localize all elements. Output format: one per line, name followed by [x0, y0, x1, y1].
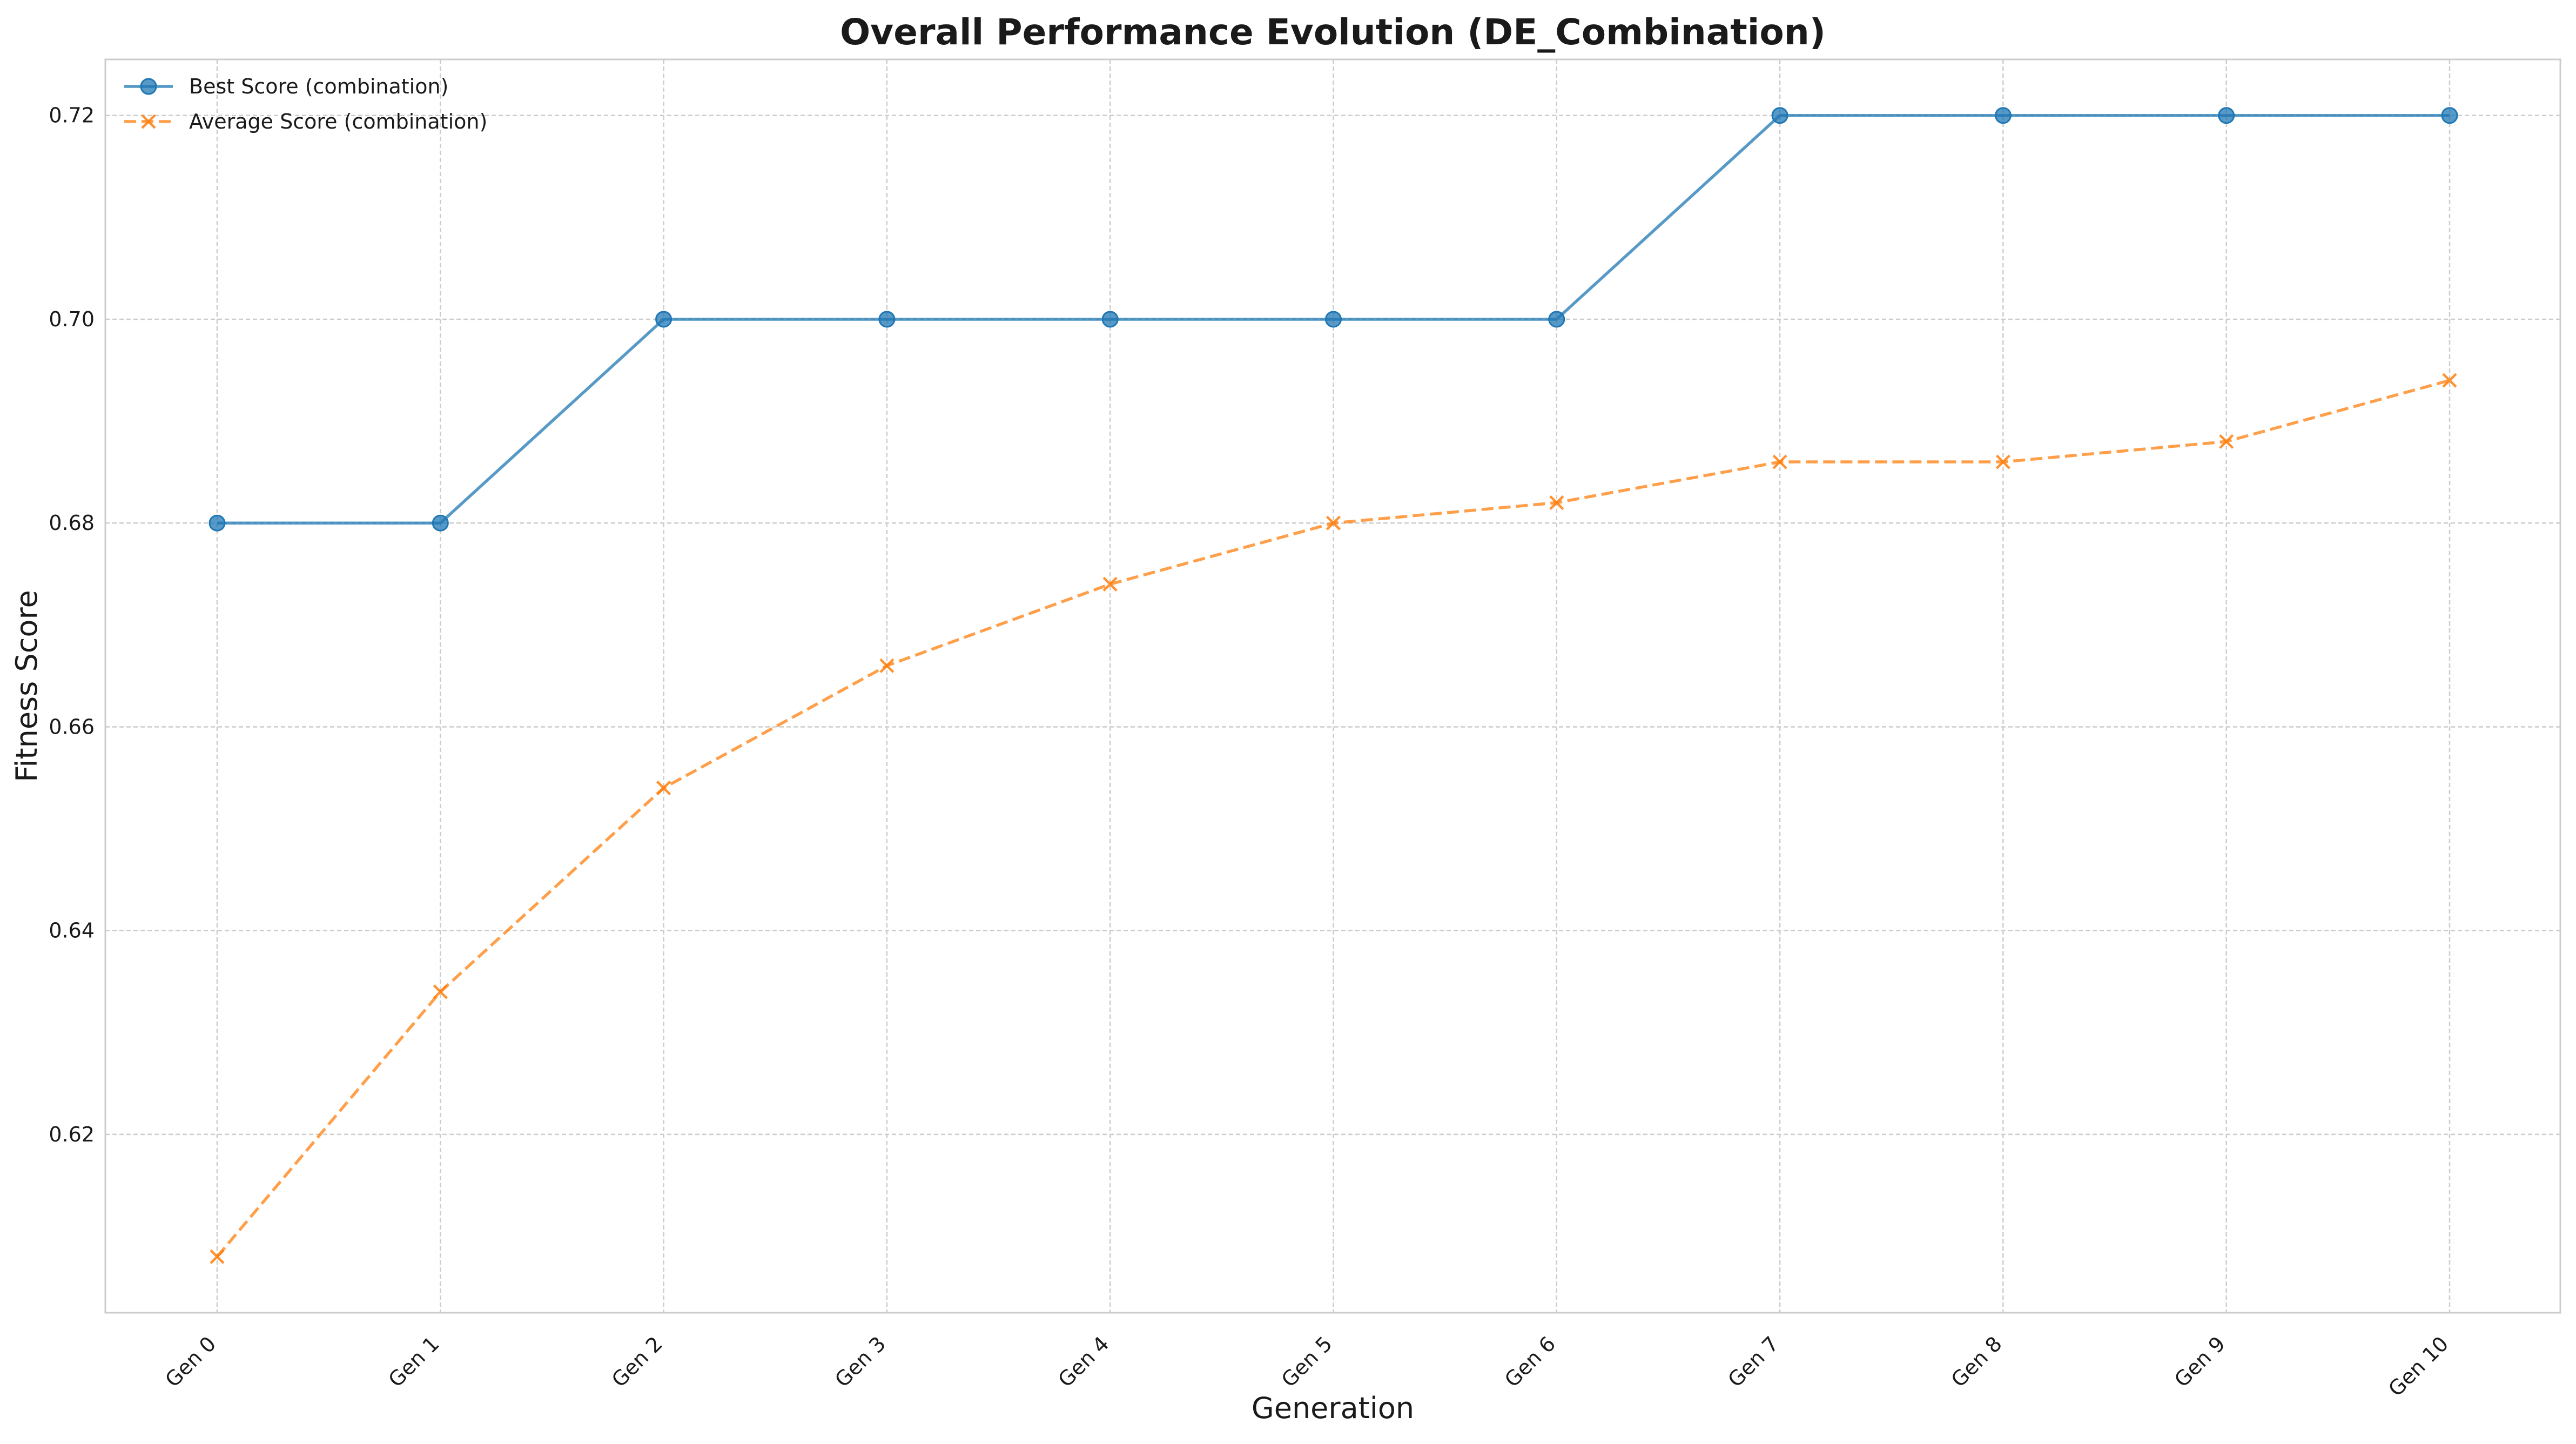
marker-x-stroke — [879, 658, 894, 673]
y-tick-label: 0.68 — [49, 511, 95, 535]
legend: Best Score (combination) Average Score (c… — [124, 75, 487, 133]
marker-x-stroke — [1102, 576, 1118, 592]
grid-lines — [105, 59, 2560, 1313]
average-score-point — [656, 781, 671, 796]
average-score-point — [433, 984, 448, 999]
marker-x-stroke — [2219, 434, 2234, 449]
best-score-point — [878, 311, 896, 328]
best-score-point — [2441, 107, 2458, 124]
average-score-point — [1102, 576, 1118, 592]
marker-x-stroke — [1326, 515, 1341, 530]
marker-x-stroke — [433, 984, 448, 999]
legend-average-label: Average Score (combination) — [189, 110, 487, 133]
legend-best-label: Best Score (combination) — [189, 75, 448, 98]
average-score-point — [1326, 515, 1341, 530]
average-score-point — [879, 658, 894, 673]
chart-title: Overall Performance Evolution (DE_Combin… — [840, 11, 1826, 53]
average-score-point — [1549, 495, 1564, 511]
average-score-point — [1995, 454, 2010, 469]
marker-x-stroke — [1772, 454, 1787, 469]
best-score-point — [1771, 107, 1788, 124]
best-score-point — [2218, 107, 2235, 124]
y-tick-label: 0.72 — [49, 104, 95, 127]
marker-x-stroke — [2442, 373, 2457, 388]
best-score-point — [432, 514, 449, 532]
marker-x-stroke — [210, 1249, 225, 1264]
average-score-point — [210, 1249, 225, 1264]
best-score-point — [1548, 311, 1565, 328]
marker-x-stroke — [656, 781, 671, 796]
plot-frame — [104, 58, 2561, 1314]
best-score-point — [1325, 311, 1342, 328]
y-tick-label: 0.64 — [49, 919, 95, 943]
marker-x-stroke — [1995, 454, 2010, 469]
legend-best-marker — [140, 78, 157, 95]
y-tick-label: 0.70 — [49, 307, 95, 331]
marker-x-stroke — [141, 114, 156, 129]
legend-average-marker — [141, 114, 156, 129]
x-axis-label: Generation — [1252, 1391, 1414, 1425]
y-tick-label: 0.62 — [49, 1123, 95, 1146]
average-score-point — [2442, 373, 2457, 388]
best-score-point — [655, 311, 672, 328]
best-score-point — [208, 514, 226, 532]
series-layer — [208, 107, 2458, 1264]
best-score-point — [1101, 311, 1119, 328]
marker-x-stroke — [1549, 495, 1564, 511]
y-tick-labels: 0.62 0.64 0.66 0.68 0.70 0.72 — [49, 104, 95, 1146]
average-score-point — [1772, 454, 1787, 469]
y-axis-label: Fitness Score — [10, 590, 44, 782]
best-score-point — [1994, 107, 2012, 124]
average-score-point — [2219, 434, 2234, 449]
y-tick-label: 0.66 — [49, 715, 95, 738]
